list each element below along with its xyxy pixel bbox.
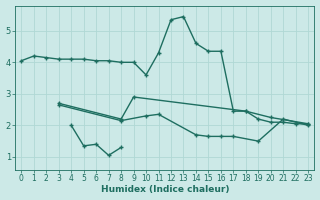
X-axis label: Humidex (Indice chaleur): Humidex (Indice chaleur): [100, 185, 229, 194]
